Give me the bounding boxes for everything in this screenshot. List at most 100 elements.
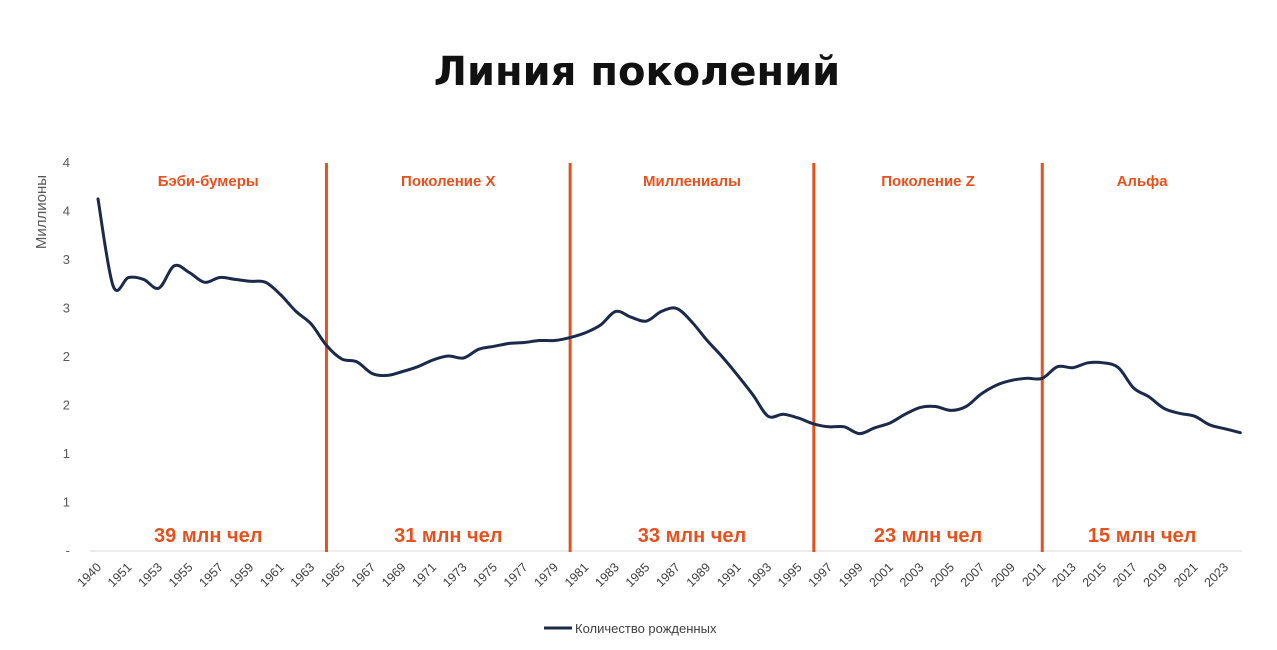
- data-point: [477, 348, 480, 351]
- chart-title: Линия поколений: [434, 49, 840, 95]
- data-point: [188, 271, 191, 274]
- generation-name: Бэби-бумеры: [158, 173, 259, 190]
- x-tick-label: 2019: [1141, 560, 1171, 590]
- data-point: [903, 413, 907, 416]
- x-tick-label: 1997: [806, 560, 836, 590]
- generation-total: 31 млн чел: [394, 525, 502, 547]
- data-point: [919, 406, 922, 409]
- x-tick-label: 1971: [410, 560, 440, 590]
- x-tick-label: 1993: [745, 560, 775, 590]
- data-point: [492, 345, 496, 348]
- data-point: [858, 432, 861, 435]
- generation-name: Поколение X: [401, 173, 496, 190]
- data-point: [995, 383, 998, 387]
- series-line: [96, 197, 1242, 436]
- data-point: [172, 264, 176, 268]
- x-tick-label: 2007: [958, 560, 988, 590]
- legend-label: Количество рожденных: [575, 621, 717, 636]
- generation-name: Миллениалы: [643, 173, 741, 190]
- data-point: [1010, 379, 1013, 382]
- x-tick-label: 2001: [867, 560, 897, 590]
- generation-dividers: [324, 163, 1044, 552]
- data-point: [294, 310, 298, 313]
- x-tick-label: 2005: [927, 560, 957, 590]
- data-point: [873, 426, 876, 430]
- data-point: [1162, 407, 1166, 410]
- x-tick-label: 1983: [592, 560, 622, 590]
- x-tick-label: 1987: [653, 560, 683, 590]
- generation-total: 33 млн чел: [638, 525, 746, 547]
- data-point: [1223, 427, 1227, 430]
- data-point: [934, 405, 937, 408]
- data-point: [706, 339, 709, 342]
- data-point: [264, 281, 267, 284]
- data-point: [584, 331, 587, 334]
- x-tick-label: 2015: [1080, 560, 1110, 590]
- x-tick-label: 1989: [684, 560, 714, 590]
- generation-total: 23 млн чел: [874, 525, 982, 547]
- data-point: [1193, 414, 1196, 418]
- data-point: [370, 372, 374, 375]
- data-point: [797, 416, 800, 420]
- x-tick-label: 1961: [257, 560, 287, 590]
- data-point: [1101, 361, 1105, 365]
- data-point: [660, 310, 663, 313]
- y-tick-label: 2: [63, 349, 70, 364]
- data-point: [1086, 361, 1090, 365]
- data-point: [233, 278, 237, 281]
- data-point: [142, 278, 145, 281]
- data-point: [812, 422, 816, 426]
- data-point: [949, 409, 953, 412]
- data-point: [401, 370, 404, 373]
- x-axis-ticks: 1940 1951 1953 1955 1957 1959 1961 1963 1965 1967…: [75, 560, 1232, 590]
- x-tick-label: 1951: [105, 560, 135, 590]
- data-point: [127, 276, 130, 279]
- x-tick-label: 1979: [531, 560, 561, 590]
- legend: Количество рожденных: [544, 621, 717, 636]
- x-tick-label: 1985: [623, 560, 653, 590]
- data-point: [1071, 366, 1074, 369]
- y-tick-label: 3: [63, 252, 70, 267]
- data-point: [736, 374, 739, 377]
- y-tick-label: 1: [63, 495, 70, 510]
- x-tick-label: 1991: [714, 560, 744, 590]
- generation-total: 39 млн чел: [154, 525, 262, 547]
- generation-name: Альфа: [1117, 173, 1169, 190]
- data-point: [1025, 377, 1029, 380]
- data-point: [157, 286, 161, 290]
- data-point: [462, 356, 465, 360]
- data-point: [888, 421, 892, 425]
- y-tick-label: 2: [63, 398, 70, 413]
- y-tick-label: 4: [63, 204, 70, 219]
- data-point: [629, 316, 633, 319]
- x-tick-label: 1977: [501, 560, 531, 590]
- data-point: [568, 336, 572, 339]
- x-tick-label: 2003: [897, 560, 927, 590]
- data-point: [751, 393, 755, 397]
- y-tick-label: -: [66, 543, 70, 558]
- data-point: [249, 280, 252, 283]
- data-point: [1178, 412, 1181, 415]
- x-tick-label: 1957: [196, 560, 226, 590]
- y-axis-ticks: - 1 1 2 2 3 3 4 4: [63, 155, 70, 558]
- data-point: [599, 323, 602, 327]
- x-tick-label: 2017: [1110, 560, 1140, 590]
- x-tick-label: 2021: [1171, 560, 1201, 590]
- y-axis-label: Миллионы: [33, 175, 50, 249]
- data-point: [218, 276, 222, 279]
- data-point: [782, 413, 785, 416]
- data-point: [96, 197, 100, 201]
- data-point: [447, 354, 450, 358]
- x-tick-label: 2013: [1049, 560, 1079, 590]
- data-point: [766, 414, 770, 418]
- x-tick-label: 1959: [227, 560, 257, 590]
- data-point: [1132, 386, 1135, 390]
- data-point: [1041, 377, 1044, 380]
- data-point: [325, 344, 328, 347]
- data-point: [203, 281, 206, 284]
- y-tick-label: 1: [63, 446, 70, 461]
- x-tick-label: 1953: [135, 560, 165, 590]
- x-tick-label: 1967: [349, 560, 379, 590]
- data-point: [690, 320, 694, 324]
